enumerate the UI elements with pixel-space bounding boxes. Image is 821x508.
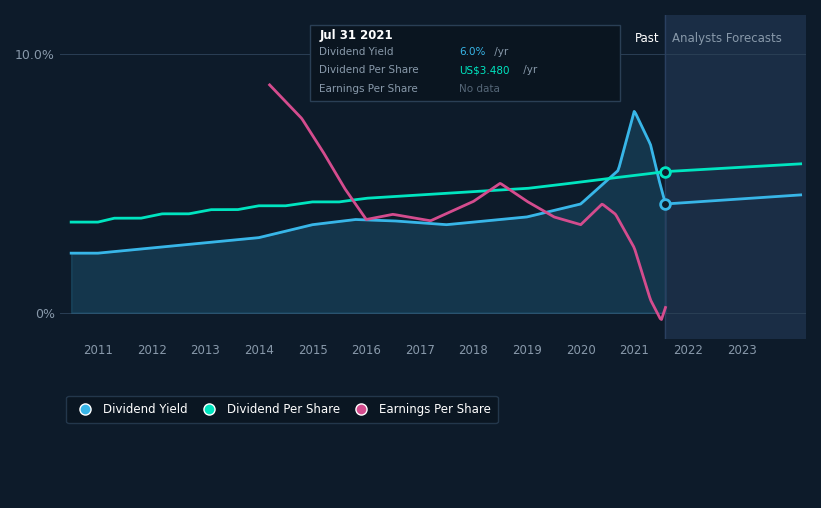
Bar xyxy=(666,15,806,338)
Text: /yr: /yr xyxy=(491,47,508,57)
Text: 6.0%: 6.0% xyxy=(459,47,486,57)
Text: Dividend Yield: Dividend Yield xyxy=(319,47,393,57)
Text: Past: Past xyxy=(635,32,659,45)
Text: /yr: /yr xyxy=(521,66,538,76)
Text: Dividend Per Share: Dividend Per Share xyxy=(319,66,419,76)
FancyBboxPatch shape xyxy=(310,25,620,101)
Text: US$3.480: US$3.480 xyxy=(459,66,510,76)
Text: Earnings Per Share: Earnings Per Share xyxy=(319,84,418,94)
Text: Analysts Forecasts: Analysts Forecasts xyxy=(672,32,782,45)
Text: Jul 31 2021: Jul 31 2021 xyxy=(319,28,392,42)
Legend: Dividend Yield, Dividend Per Share, Earnings Per Share: Dividend Yield, Dividend Per Share, Earn… xyxy=(67,396,498,423)
Text: No data: No data xyxy=(459,84,500,94)
